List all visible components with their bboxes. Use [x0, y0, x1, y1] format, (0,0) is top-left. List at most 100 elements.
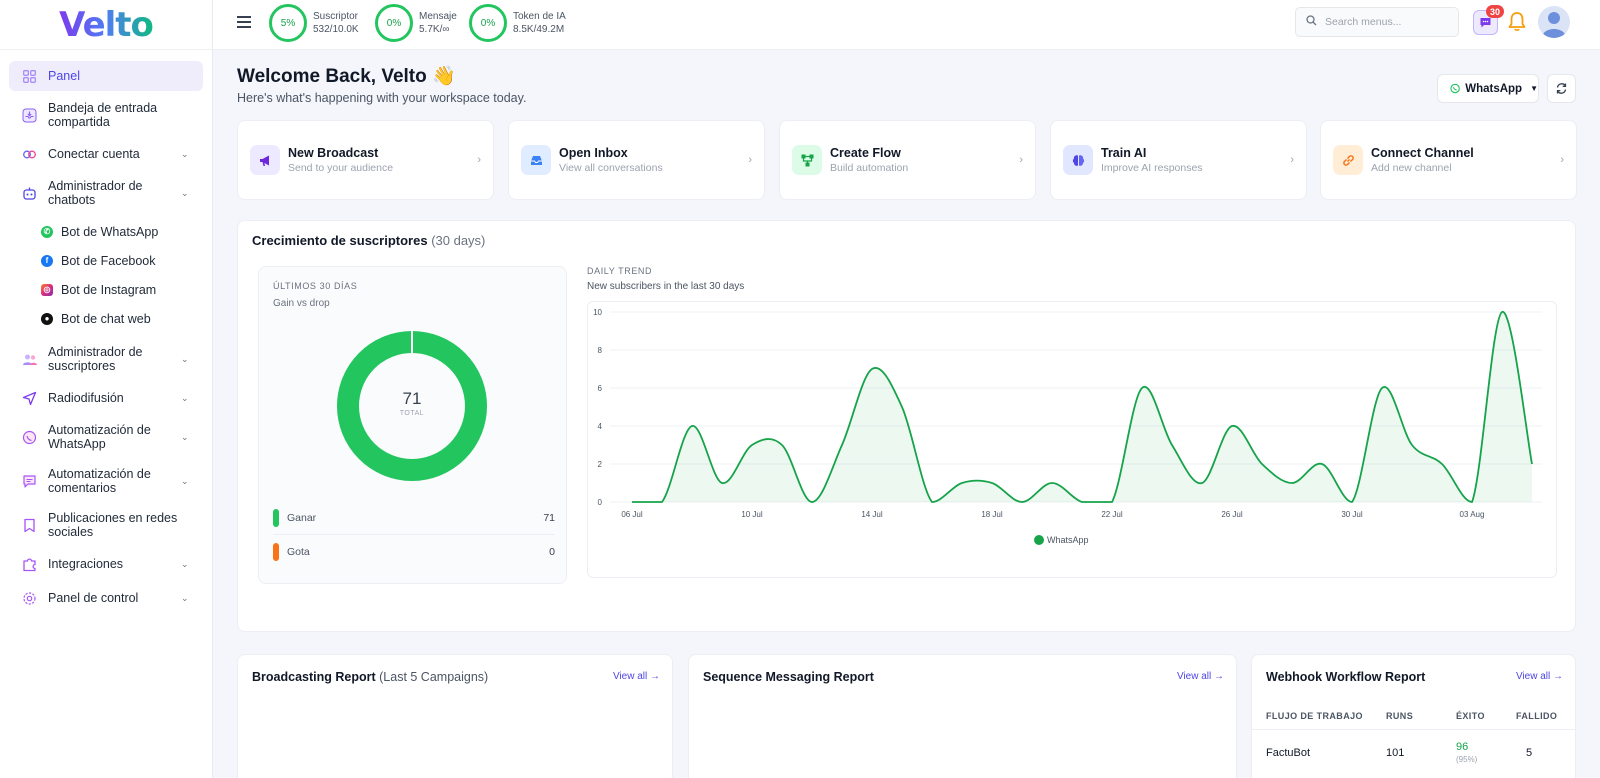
arrow-right-icon: →	[1553, 671, 1563, 682]
webhook-report-card: Webhook Workflow Report View all → FLUJO…	[1251, 654, 1576, 778]
x-tick-label: 14 Jul	[861, 510, 883, 519]
trend-label: DAILY TREND	[587, 266, 653, 276]
quick-action-connect-channel[interactable]: Connect Channel Add new channel ›	[1320, 120, 1577, 200]
legend-label: Ganar	[287, 511, 317, 524]
quick-action-title: Open Inbox	[559, 146, 628, 160]
whatsapp-icon: ✆	[41, 225, 53, 238]
gear-icon	[21, 590, 38, 607]
puzzle-icon	[21, 556, 38, 573]
sidebar-subitem-webchat-bot[interactable]: ● Bot de chat web	[9, 304, 203, 333]
sidebar-subitem-label: Bot de WhatsApp	[61, 224, 159, 239]
sidebar-subitem-whatsapp-bot[interactable]: ✆ Bot de WhatsApp	[9, 217, 203, 246]
quick-action-subtitle: View all conversations	[559, 162, 663, 174]
quick-action-new-broadcast[interactable]: New Broadcast Send to your audience ›	[237, 120, 494, 200]
report-title: Sequence Messaging Report	[703, 670, 874, 684]
sidebar-subitem-label: Bot de Instagram	[61, 282, 157, 297]
quick-action-subtitle: Improve AI responses	[1101, 162, 1203, 174]
quick-action-title: New Broadcast	[288, 146, 379, 160]
facebook-icon: f	[41, 254, 53, 267]
topbar: 5% Suscriptor 532/10.0K 0% Mensaje 5.7K/…	[213, 0, 1600, 50]
sidebar-item-subscriber-manager[interactable]: Administrador de suscriptores ⌄	[9, 339, 203, 379]
sidebar-nav: Panel Bandeja de entrada compartida Cone…	[0, 50, 212, 624]
legend-label: Gota	[287, 546, 310, 558]
sidebar-item-label: Integraciones	[48, 557, 124, 571]
bell-icon[interactable]	[1507, 11, 1527, 33]
donut-panel-label: ÚLTIMOS 30 DÍAS	[273, 281, 358, 291]
flow-icon	[792, 145, 822, 175]
view-all-label: View all	[612, 671, 648, 682]
x-tick-label: 30 Jul	[1341, 510, 1363, 519]
sidebar-subitem-label: Bot de Facebook	[61, 253, 156, 268]
sidebar-item-comment-automation[interactable]: Automatización de comentarios ⌄	[9, 461, 203, 501]
sidebar-item-label: Bandeja de entrada compartida	[48, 101, 158, 129]
usage-ring: 0%	[375, 4, 413, 42]
quick-action-subtitle: Build automation	[830, 162, 909, 174]
bot-icon	[21, 185, 38, 202]
chevron-down-icon: ⌄	[181, 475, 189, 486]
comment-icon	[21, 473, 38, 490]
view-all-link[interactable]: View all →	[613, 671, 660, 682]
whatsapp-automation-icon	[21, 429, 38, 446]
chevron-down-icon: ⌄	[181, 592, 189, 603]
link-icon	[1333, 145, 1363, 175]
usage-stat-subscribers: 5% Suscriptor 532/10.0K	[269, 4, 359, 42]
webchat-icon: ●	[41, 312, 53, 325]
y-tick-label: 10	[593, 308, 602, 317]
quick-action-train-ai[interactable]: Train AI Improve AI responses ›	[1050, 120, 1307, 200]
x-tick-label: 22 Jul	[1101, 510, 1123, 519]
sidebar-item-connect-account[interactable]: Conectar cuenta ⌄	[9, 139, 203, 169]
legend-value: 71	[543, 511, 555, 524]
sidebar-item-label: Panel de control	[48, 591, 139, 605]
view-all-link[interactable]: View all →	[1516, 671, 1563, 682]
sidebar-item-control-panel[interactable]: Panel de control ⌄	[9, 583, 203, 613]
inbox-tray-icon	[21, 107, 38, 124]
y-tick-label: 6	[598, 384, 603, 393]
sidebar-subitem-facebook-bot[interactable]: f Bot de Facebook	[9, 246, 203, 275]
table-header: RUNS	[1386, 711, 1414, 721]
search-input[interactable]	[1325, 16, 1445, 28]
instagram-icon: ◎	[41, 283, 53, 296]
series-line-whatsapp	[632, 311, 1533, 503]
channel-select[interactable]: WhatsApp ▼	[1437, 74, 1539, 103]
sidebar-item-chatbot-manager[interactable]: Administrador de chatbots ⌄	[9, 173, 203, 213]
brand-logo[interactable]: Velto	[0, 0, 212, 50]
chevron-right-icon: ›	[1290, 154, 1294, 166]
sidebar-item-label: Administrador de suscriptores	[48, 345, 143, 373]
logo-text: Velto	[59, 4, 154, 45]
avatar[interactable]	[1538, 6, 1570, 38]
megaphone-icon	[250, 145, 280, 175]
sidebar-item-integrations[interactable]: Integraciones ⌄	[9, 549, 203, 579]
sidebar-item-label: Administrador de chatbots	[48, 179, 143, 207]
quick-action-title: Connect Channel	[1371, 146, 1474, 160]
usage-value: 532/10.0K	[313, 24, 359, 35]
donut-total-label: TOTAL	[399, 410, 425, 417]
refresh-icon	[1556, 83, 1567, 94]
menu-toggle-icon[interactable]	[237, 16, 251, 28]
quick-action-create-flow[interactable]: Create Flow Build automation ›	[779, 120, 1036, 200]
sidebar-item-whatsapp-automation[interactable]: Automatización de WhatsApp ⌄	[9, 417, 203, 457]
sidebar-item-shared-inbox[interactable]: Bandeja de entrada compartida	[9, 95, 203, 135]
sidebar-item-panel[interactable]: Panel	[9, 61, 203, 91]
table-cell-failed: 5	[1526, 747, 1533, 759]
chevron-down-icon: ⌄	[181, 392, 189, 403]
table-cell-workflow: FactuBot	[1266, 747, 1311, 759]
sidebar-item-label: Automatización de comentarios	[48, 467, 151, 495]
view-all-label: View all	[1515, 671, 1551, 682]
connect-icon	[21, 146, 38, 163]
quick-action-subtitle: Add new channel	[1371, 162, 1452, 174]
sidebar-item-social-posts[interactable]: Publicaciones en redes sociales	[9, 505, 203, 545]
refresh-button[interactable]	[1547, 74, 1576, 103]
sidebar-subitem-instagram-bot[interactable]: ◎ Bot de Instagram	[9, 275, 203, 304]
x-tick-label: 03 Aug	[1460, 510, 1485, 519]
chevron-down-icon: ⌄	[181, 353, 189, 364]
quick-action-subtitle: Send to your audience	[288, 162, 394, 174]
search-box	[1295, 7, 1459, 37]
donut-chart	[337, 331, 487, 481]
table-header: FLUJO DE TRABAJO	[1266, 711, 1363, 721]
table-divider	[1252, 729, 1575, 730]
sidebar-item-broadcast[interactable]: Radiodifusión ⌄	[9, 383, 203, 413]
search-icon	[1306, 13, 1317, 31]
donut-total: 71	[402, 389, 422, 408]
view-all-link[interactable]: View all →	[1177, 671, 1224, 682]
quick-action-open-inbox[interactable]: Open Inbox View all conversations ›	[508, 120, 765, 200]
